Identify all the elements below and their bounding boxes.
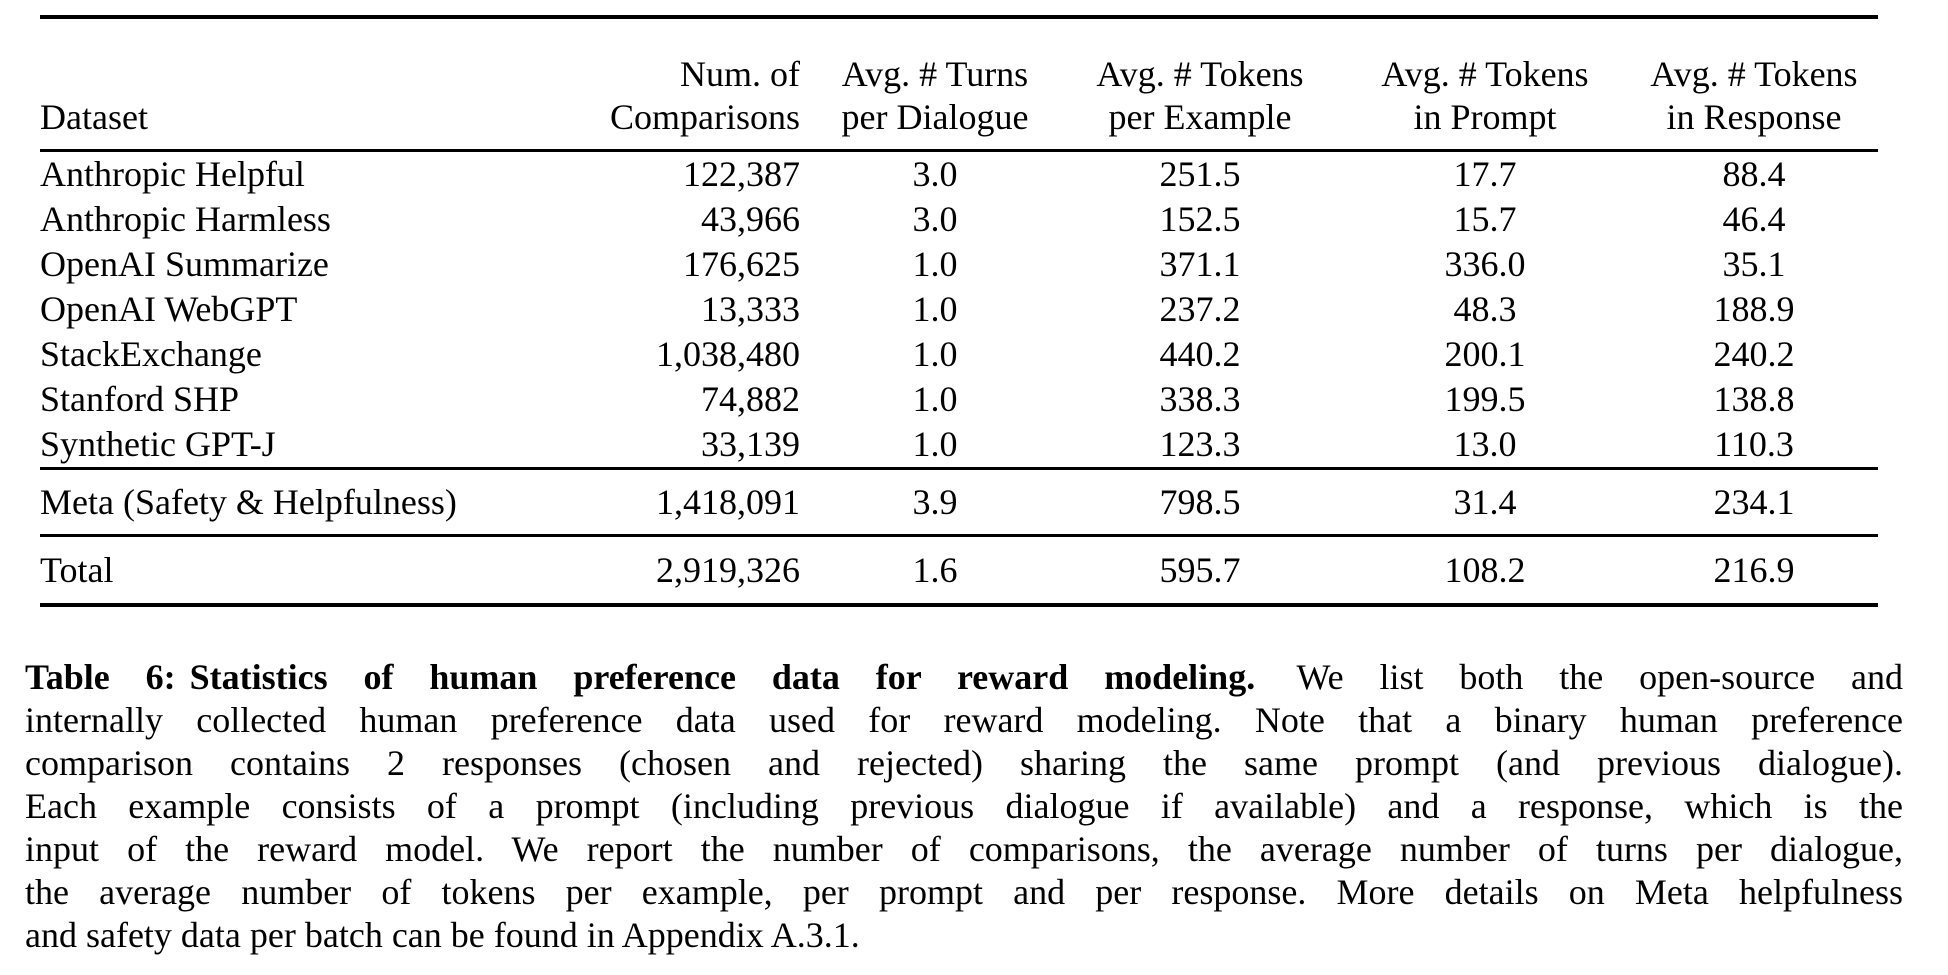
col-header-tokens-response: Avg. # Tokens in Response — [1630, 17, 1878, 151]
turns-cell: 1.0 — [912, 424, 958, 464]
total-row: Total 2,919,326 1.6 595.7 108.2 216.9 — [40, 536, 1878, 606]
table-row: OpenAI WebGPT 13,333 1.0 237.2 48.3 188.… — [40, 287, 1878, 332]
tokens-prompt-cell: 15.7 — [1453, 199, 1517, 239]
dataset-cell: StackExchange — [40, 334, 262, 374]
table-row: Anthropic Helpful 122,387 3.0 251.5 17.7… — [40, 151, 1878, 198]
tokens-example-cell: 595.7 — [1159, 550, 1241, 590]
dataset-cell: Total — [40, 550, 114, 590]
turns-cell: 1.0 — [912, 244, 958, 284]
table-row: StackExchange 1,038,480 1.0 440.2 200.1 … — [40, 332, 1878, 377]
tokens-response-cell: 138.8 — [1713, 379, 1795, 419]
turns-cell: 1.0 — [912, 379, 958, 419]
col-header-num-comparisons: Num. of Comparisons — [600, 17, 810, 151]
table-caption: Table 6: Statistics of human preference d… — [25, 656, 1903, 957]
table-header: Dataset Num. of Comparisons Avg. # Turns… — [40, 17, 1878, 151]
comparisons-cell: 43,966 — [701, 199, 800, 239]
caption-line-6: the average number of tokens per example… — [25, 872, 1903, 912]
tokens-prompt-cell: 336.0 — [1444, 244, 1526, 284]
col-header-avg-turns: Avg. # Turns per Dialogue — [810, 17, 1060, 151]
caption-line-3: comparison contains 2 responses (chosen … — [25, 743, 1903, 783]
header-line-bottom: Dataset — [40, 97, 148, 137]
tokens-response-cell: 188.9 — [1713, 289, 1795, 329]
caption-line-7: and safety data per batch can be found i… — [25, 915, 860, 955]
col-header-tokens-example: Avg. # Tokens per Example — [1060, 17, 1340, 151]
comparisons-cell: 1,038,480 — [656, 334, 800, 374]
caption-text: We list both the open-source and — [1296, 657, 1903, 697]
header-line-top: Avg. # Tokens — [1381, 54, 1589, 94]
turns-cell: 1.0 — [912, 289, 958, 329]
tokens-example-cell: 338.3 — [1159, 379, 1241, 419]
comparisons-cell: 13,333 — [701, 289, 800, 329]
tokens-response-cell: 240.2 — [1713, 334, 1795, 374]
header-line-bottom: Comparisons — [609, 97, 800, 137]
header-line-bottom: per Dialogue — [841, 97, 1029, 137]
turns-cell: 3.0 — [912, 154, 958, 194]
caption-title: Statistics of human preference data for … — [189, 657, 1256, 697]
meta-section: Meta (Safety & Helpfulness) 1,418,091 3.… — [40, 468, 1878, 536]
col-header-tokens-prompt: Avg. # Tokens in Prompt — [1340, 17, 1630, 151]
header-line-bottom: per Example — [1108, 97, 1292, 137]
table-row: OpenAI Summarize 176,625 1.0 371.1 336.0… — [40, 242, 1878, 287]
comparisons-cell: 33,139 — [701, 424, 800, 464]
table-row: Synthetic GPT-J 33,139 1.0 123.3 13.0 11… — [40, 422, 1878, 469]
header-line-top: Avg. # Tokens — [1096, 54, 1304, 94]
caption-line-1: Table 6: Statistics of human preference d… — [25, 656, 1903, 699]
header-line-top: Avg. # Turns — [841, 54, 1029, 94]
tokens-example-cell: 123.3 — [1159, 424, 1241, 464]
tokens-prompt-cell: 31.4 — [1453, 482, 1517, 522]
turns-cell: 3.9 — [912, 482, 958, 522]
header-line-top: Avg. # Tokens — [1650, 54, 1858, 94]
tokens-prompt-cell: 199.5 — [1444, 379, 1526, 419]
tokens-prompt-cell: 108.2 — [1444, 550, 1526, 590]
tokens-example-cell: 798.5 — [1159, 482, 1241, 522]
tokens-example-cell: 251.5 — [1159, 154, 1241, 194]
turns-cell: 1.0 — [912, 334, 958, 374]
dataset-cell: Synthetic GPT-J — [40, 424, 276, 464]
col-header-dataset: Dataset — [40, 17, 600, 151]
dataset-cell: Anthropic Harmless — [40, 199, 331, 239]
header-line-bottom: in Response — [1666, 97, 1842, 137]
meta-row: Meta (Safety & Helpfulness) 1,418,091 3.… — [40, 469, 1878, 536]
tokens-prompt-cell: 13.0 — [1453, 424, 1517, 464]
tokens-prompt-cell: 17.7 — [1453, 154, 1517, 194]
tokens-example-cell: 152.5 — [1159, 199, 1241, 239]
comparisons-cell: 2,919,326 — [656, 550, 800, 590]
total-section: Total 2,919,326 1.6 595.7 108.2 216.9 — [40, 536, 1878, 606]
open-source-rows: Anthropic Helpful 122,387 3.0 251.5 17.7… — [40, 151, 1878, 469]
table-row: Anthropic Harmless 43,966 3.0 152.5 15.7… — [40, 197, 1878, 242]
tokens-response-cell: 216.9 — [1713, 550, 1795, 590]
preference-data-table: Dataset Num. of Comparisons Avg. # Turns… — [40, 15, 1878, 607]
tokens-response-cell: 234.1 — [1713, 482, 1795, 522]
tokens-prompt-cell: 200.1 — [1444, 334, 1526, 374]
dataset-cell: OpenAI Summarize — [40, 244, 329, 284]
dataset-cell: Stanford SHP — [40, 379, 240, 419]
turns-cell: 1.6 — [912, 550, 958, 590]
tokens-example-cell: 237.2 — [1159, 289, 1241, 329]
comparisons-cell: 176,625 — [683, 244, 800, 284]
caption-label: Table 6: — [25, 657, 176, 697]
dataset-cell: Meta (Safety & Helpfulness) — [40, 482, 457, 522]
tokens-prompt-cell: 48.3 — [1453, 289, 1517, 329]
table-row: Stanford SHP 74,882 1.0 338.3 199.5 138.… — [40, 377, 1878, 422]
header-line-top: Num. of — [680, 54, 800, 94]
header-line-bottom: in Prompt — [1413, 97, 1557, 137]
comparisons-cell: 74,882 — [701, 379, 800, 419]
caption-line-4: Each example consists of a prompt (inclu… — [25, 786, 1903, 826]
tokens-example-cell: 371.1 — [1159, 244, 1241, 284]
tokens-response-cell: 110.3 — [1714, 424, 1794, 464]
turns-cell: 3.0 — [912, 199, 958, 239]
comparisons-cell: 122,387 — [683, 154, 800, 194]
tokens-response-cell: 46.4 — [1722, 199, 1786, 239]
tokens-response-cell: 88.4 — [1722, 154, 1786, 194]
tokens-response-cell: 35.1 — [1722, 244, 1786, 284]
header-row: Dataset Num. of Comparisons Avg. # Turns… — [40, 17, 1878, 151]
tokens-example-cell: 440.2 — [1159, 334, 1241, 374]
caption-line-5: input of the reward model. We report the… — [25, 829, 1903, 869]
dataset-cell: Anthropic Helpful — [40, 154, 305, 194]
caption-line-2: internally collected human preference da… — [25, 700, 1903, 740]
comparisons-cell: 1,418,091 — [656, 482, 800, 522]
dataset-cell: OpenAI WebGPT — [40, 289, 298, 329]
